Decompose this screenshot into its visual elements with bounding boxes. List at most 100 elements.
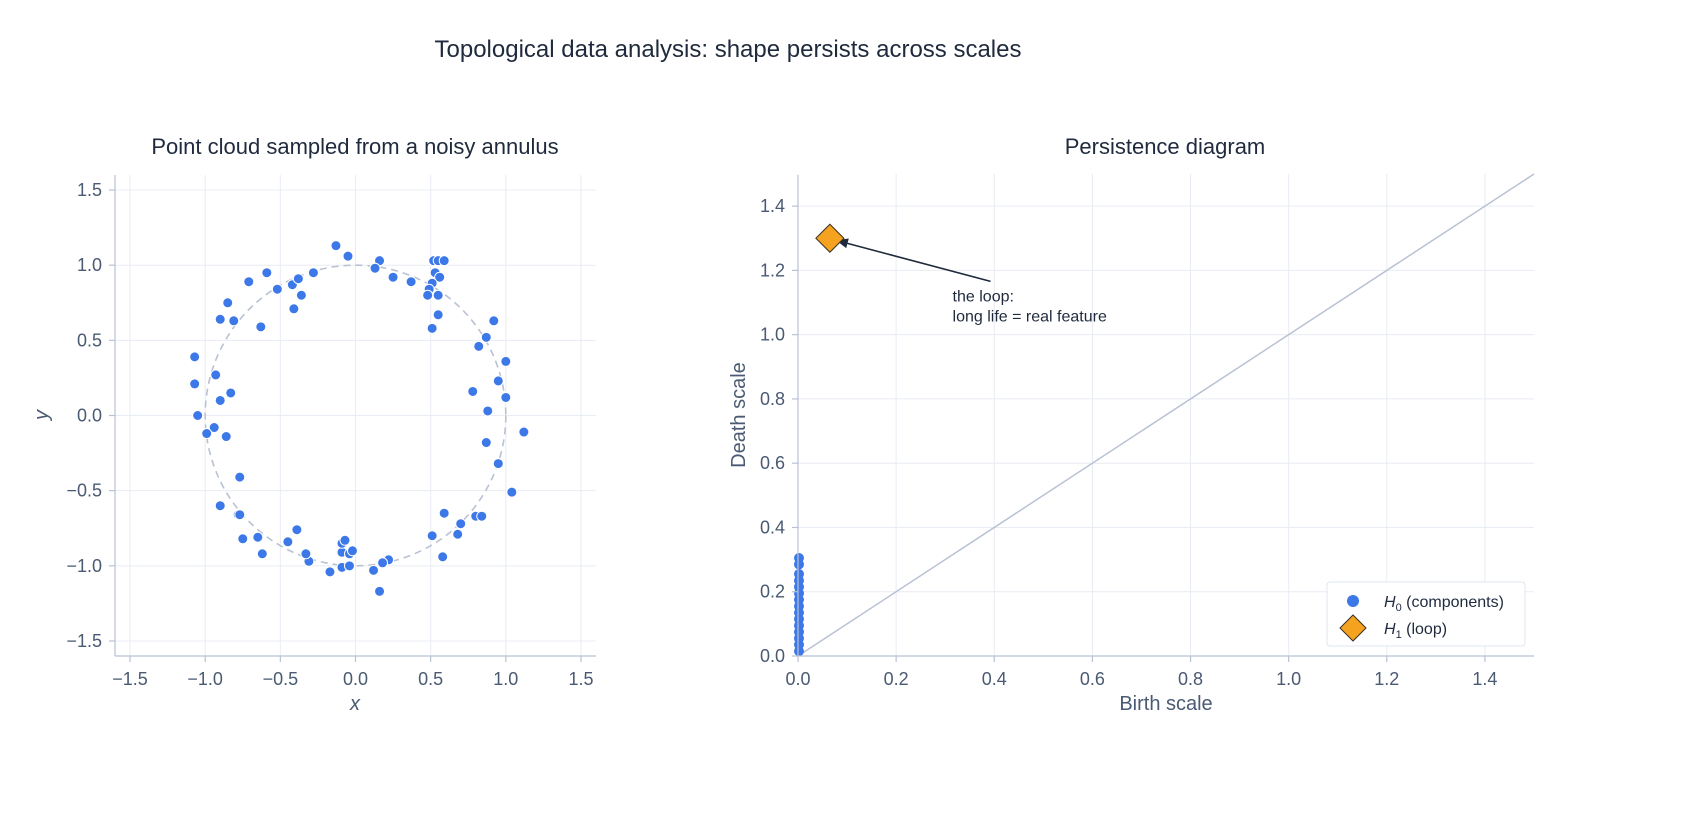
x-tick-label: 1.4: [1472, 669, 1497, 689]
x-tick-label: 1.2: [1374, 669, 1399, 689]
reference-circle: [204, 264, 507, 567]
point-cloud-panel: Point cloud sampled from a noisy annulus…: [31, 134, 596, 715]
data-point: [518, 426, 530, 438]
data-point: [256, 548, 268, 560]
x-tick-label: 0.8: [1178, 669, 1203, 689]
x-tick-label: 0.6: [1080, 669, 1105, 689]
persistence-title: Persistence diagram: [1065, 134, 1266, 159]
data-point: [492, 375, 504, 387]
data-point: [377, 557, 389, 569]
data-point: [243, 276, 255, 288]
data-point: [237, 533, 249, 545]
loop-annotation: the loop: long life = real feature: [835, 238, 1107, 325]
data-point: [225, 387, 237, 399]
data-point: [234, 471, 246, 483]
persistence-y-ticks: 0.0 0.2 0.4 0.6 0.8 1.0 1.2 1.4: [760, 196, 798, 666]
h0-point: [794, 559, 804, 570]
data-point: [252, 531, 264, 543]
data-point: [422, 289, 434, 301]
data-point: [288, 303, 300, 315]
data-point: [476, 510, 488, 522]
y-tick-label: −1.0: [66, 556, 102, 576]
x-tick-label: 0.4: [982, 669, 1007, 689]
data-point: [368, 564, 380, 576]
y-tick-label: 1.2: [760, 260, 785, 280]
data-point: [437, 551, 449, 563]
x-tick-label: 1.0: [493, 669, 518, 689]
y-tick-label: 0.8: [760, 389, 785, 409]
point-cloud-x-label: x: [349, 693, 361, 715]
y-tick-label: 1.5: [77, 180, 102, 200]
data-point: [343, 560, 355, 572]
persistence-panel: Persistence diagram the loop: long life …: [728, 134, 1535, 715]
data-point: [220, 431, 232, 443]
data-point: [369, 262, 381, 274]
data-point: [201, 428, 213, 440]
x-tick-label: −1.5: [112, 669, 148, 689]
data-point: [467, 385, 479, 397]
x-tick-label: 0.2: [884, 669, 909, 689]
data-point: [482, 405, 494, 417]
legend-h1-label: H1 (loop): [1384, 621, 1447, 641]
data-point: [292, 273, 304, 285]
legend: H0 (components) H1 (loop): [1326, 581, 1526, 647]
h1-points: [815, 223, 845, 253]
point-cloud-grid: [115, 175, 596, 656]
x-tick-label: −1.0: [187, 669, 223, 689]
data-point: [271, 283, 283, 295]
data-point: [300, 548, 312, 560]
data-point: [255, 321, 267, 333]
point-cloud-y-label: y: [31, 409, 53, 422]
data-point: [210, 369, 222, 381]
h0-points: [794, 552, 804, 657]
point-cloud-points: [189, 240, 530, 597]
persistence-x-label: Birth scale: [1119, 693, 1212, 715]
data-point: [222, 297, 234, 309]
data-point: [500, 391, 512, 403]
data-point: [438, 507, 450, 519]
data-point: [228, 315, 240, 327]
data-point: [506, 486, 518, 498]
x-tick-label: 1.0: [1276, 669, 1301, 689]
data-point: [426, 530, 438, 542]
y-tick-label: 0.4: [760, 517, 785, 537]
data-point: [330, 240, 342, 252]
y-tick-label: 0.0: [77, 406, 102, 426]
y-tick-label: 0.5: [77, 330, 102, 350]
data-point: [261, 267, 273, 279]
annotation-arrow: [847, 242, 991, 283]
data-point: [282, 536, 294, 548]
legend-h0-marker: [1347, 595, 1359, 607]
point-cloud-y-ticks: −1.5 −1.0 −0.5 0.0 0.5 1.0 1.5: [66, 180, 115, 651]
data-point: [234, 509, 246, 521]
data-point: [438, 255, 450, 267]
y-tick-label: 1.0: [760, 325, 785, 345]
x-tick-label: 0.0: [343, 669, 368, 689]
h0-point: [794, 646, 804, 657]
data-point: [500, 355, 512, 367]
point-cloud-x-ticks: −1.5 −1.0 −0.5 0.0 0.5 1.0 1.5: [112, 656, 593, 689]
annotation-line-1: the loop:: [953, 288, 1014, 305]
h1-point: [815, 223, 845, 253]
data-point: [488, 315, 500, 327]
data-point: [189, 378, 201, 390]
persistence-y-label: Death scale: [728, 362, 750, 468]
y-tick-label: 1.0: [77, 255, 102, 275]
legend-box: [1326, 581, 1526, 647]
x-tick-label: 1.5: [568, 669, 593, 689]
data-point: [346, 545, 358, 557]
data-point: [342, 250, 354, 262]
data-point: [426, 322, 438, 334]
point-cloud-title: Point cloud sampled from a noisy annulus: [151, 134, 558, 159]
data-point: [208, 422, 220, 434]
legend-h0-label: H0 (components): [1384, 594, 1504, 614]
data-point: [339, 534, 351, 546]
data-point: [480, 331, 492, 343]
data-point: [295, 289, 307, 301]
legend-h1-marker: [1339, 614, 1367, 642]
data-point: [214, 313, 226, 325]
data-point: [480, 437, 492, 449]
y-tick-label: 0.0: [760, 646, 785, 666]
data-point: [434, 271, 446, 283]
